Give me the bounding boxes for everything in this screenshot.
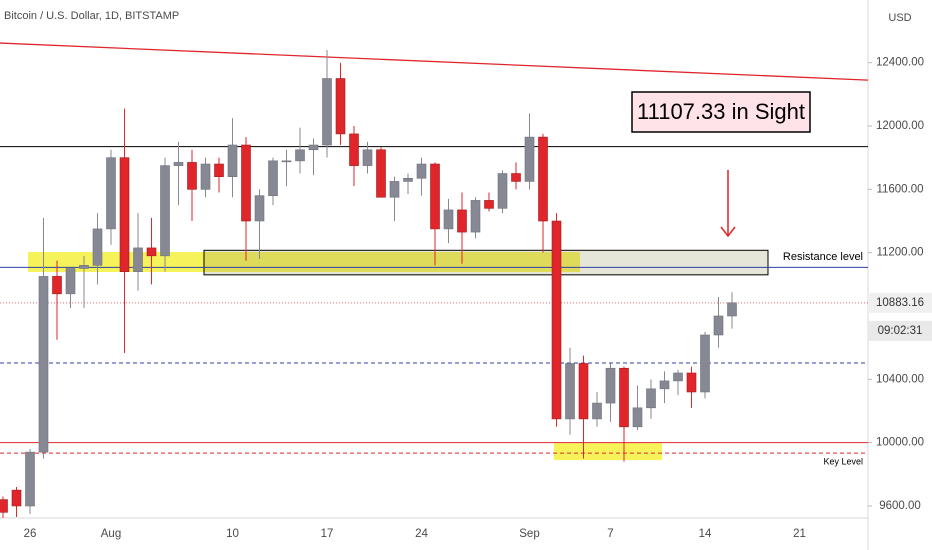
candle-body — [727, 302, 737, 317]
candle-body — [565, 363, 575, 420]
candle-body — [443, 209, 454, 230]
annotation: 11107.33 in Sight — [637, 99, 805, 124]
candle-body — [416, 163, 427, 179]
candle-body — [79, 265, 89, 269]
candle-body — [173, 162, 184, 166]
plot — [0, 42, 868, 518]
candle-body — [700, 334, 710, 393]
candle-body — [389, 181, 400, 198]
countdown-bg — [868, 320, 932, 341]
candle-body — [646, 388, 656, 409]
currency: USD — [888, 12, 911, 24]
chart-title: Bitcoin / U.S. Dollar, 1D, BITSTAMP — [4, 10, 179, 22]
annotation-box — [631, 91, 811, 133]
candle-body — [551, 220, 562, 420]
axes: 9600.00 10000.00 10400.00 11200.00 11600.00 1… — [24, 57, 932, 540]
price-label: 10883.16 — [876, 297, 924, 309]
candle-body — [592, 402, 602, 420]
candle-body — [511, 173, 521, 182]
y-tick-label: 9600.00 — [879, 500, 921, 512]
candle-body — [430, 163, 440, 230]
y-tick-label: 12000.00 — [876, 120, 924, 132]
x-tick-label: 14 — [699, 528, 712, 540]
candle-body — [65, 268, 76, 295]
arrow — [720, 170, 736, 238]
candle-body — [25, 451, 35, 507]
candle-body — [254, 195, 265, 222]
zone — [554, 443, 662, 461]
candle-body — [349, 133, 359, 166]
candle-body — [619, 367, 629, 428]
candle-body — [484, 200, 494, 209]
candle-body — [308, 144, 319, 151]
candle-body — [713, 315, 724, 336]
zone-box — [203, 249, 769, 276]
x-tick-label: 26 — [24, 528, 37, 540]
price-label-bg — [868, 292, 932, 313]
x-tick-label: 24 — [415, 528, 428, 540]
candle-body — [524, 136, 535, 182]
candle-body — [362, 149, 373, 166]
candle-body — [52, 276, 62, 295]
annotation: Resistance level — [783, 251, 863, 263]
candle-body — [11, 489, 22, 507]
x-tick-label: Sep — [519, 528, 539, 540]
annotation: Key Level — [823, 456, 863, 466]
candle-body — [92, 228, 103, 266]
candle-body — [187, 162, 197, 190]
y-tick-label: 11200.00 — [876, 247, 923, 259]
candle-body — [470, 200, 481, 233]
candle-body — [659, 380, 670, 390]
candle-body — [686, 372, 697, 393]
y-tick-label: 10400.00 — [876, 373, 924, 385]
candle-body — [578, 363, 589, 420]
candle-body — [457, 209, 467, 233]
candle-body — [673, 372, 683, 382]
y-tick-label: 12400.00 — [876, 57, 924, 69]
candle-body — [106, 157, 116, 230]
candle-body — [200, 163, 211, 190]
trendline — [0, 42, 868, 81]
candle-body — [605, 367, 616, 404]
y-tick-label: 10000.00 — [876, 437, 924, 449]
candle-body — [376, 149, 386, 198]
candle-body — [403, 177, 413, 182]
candle-body — [241, 144, 251, 222]
candle-body — [335, 78, 346, 135]
candle-body — [214, 163, 224, 177]
candle-body — [538, 136, 548, 222]
candle-body — [227, 144, 238, 177]
candle-body — [38, 276, 49, 453]
x-tick-label: 7 — [607, 528, 613, 540]
y-tick-label: 11600.00 — [876, 183, 923, 195]
x-tick-label: 21 — [793, 528, 806, 540]
candle-body — [133, 247, 143, 272]
candle-body — [322, 78, 332, 146]
candle-body — [497, 173, 508, 209]
x-tick-label: Aug — [101, 528, 121, 540]
x-tick-label: 10 — [226, 528, 239, 540]
candle-body — [295, 149, 305, 162]
candle-body — [119, 157, 130, 272]
candle-body — [160, 165, 170, 257]
candle-body — [146, 247, 157, 257]
countdown: 09:02:31 — [878, 325, 923, 337]
candle-body — [632, 407, 643, 428]
x-tick-label: 17 — [321, 528, 334, 540]
candle-body — [268, 160, 278, 196]
candle-body — [0, 499, 8, 513]
candle-body — [281, 160, 292, 163]
